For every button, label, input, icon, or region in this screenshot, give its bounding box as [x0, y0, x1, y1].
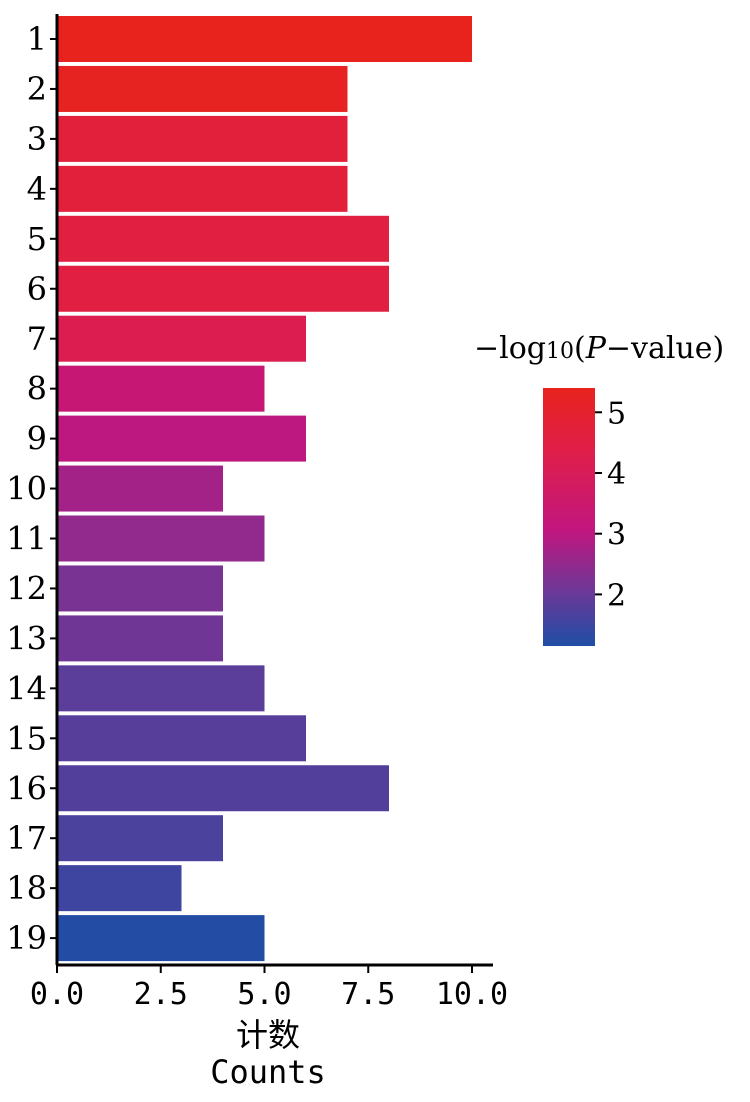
- bar-12: [57, 565, 223, 612]
- bar-15: [57, 715, 306, 762]
- y-tick-label: 12: [6, 569, 47, 607]
- y-tick-label: 11: [6, 520, 47, 558]
- y-tick-label: 2: [27, 70, 47, 108]
- bar-11: [57, 515, 265, 562]
- colorbar-tick-label: 4: [607, 457, 626, 492]
- bar-8: [57, 365, 265, 412]
- legend-title-sub: 10: [546, 339, 574, 364]
- legend-title: −log10(P−value): [474, 331, 724, 366]
- legend-title-p: P: [585, 331, 607, 366]
- x-axis-ticks: 0.0 2.5 5.0 7.5 10.0: [30, 965, 508, 1012]
- bar-19: [57, 915, 265, 962]
- y-tick-label: 4: [27, 170, 47, 208]
- y-tick-label: 16: [6, 769, 47, 807]
- legend-title-suffix: −value): [606, 331, 724, 366]
- y-tick-label: 10: [6, 470, 47, 508]
- colorbar-tick-label: 2: [607, 578, 626, 613]
- bar-16: [57, 765, 389, 812]
- x-axis-title-cn: 计数: [236, 1016, 300, 1054]
- x-tick-label: 10.0: [436, 977, 508, 1012]
- y-tick-label: 3: [27, 120, 47, 158]
- colorbar-tick-label: 5: [607, 396, 626, 431]
- y-tick-label: 19: [6, 919, 47, 957]
- bar-10: [57, 465, 223, 512]
- bar-9: [57, 415, 306, 462]
- y-tick-label: 8: [27, 370, 47, 408]
- bar-1: [57, 16, 472, 62]
- y-tick-label: 18: [6, 869, 47, 907]
- legend-title-open: (: [574, 331, 586, 366]
- x-axis-title: Counts: [210, 1053, 326, 1091]
- bar-5: [57, 215, 389, 262]
- y-tick-label: 14: [6, 669, 47, 707]
- y-tick-label: 17: [6, 819, 47, 857]
- colorbar: [543, 388, 595, 646]
- x-tick-label: 0.0: [30, 977, 84, 1012]
- colorbar-ticks: 5 4 3 2: [595, 396, 626, 613]
- x-tick-label: 7.5: [341, 977, 395, 1012]
- bar-7: [57, 315, 306, 362]
- bar-14: [57, 665, 265, 712]
- y-tick-label: 1: [27, 20, 47, 58]
- colorbar-tick-label: 3: [607, 518, 626, 553]
- bar-6: [57, 265, 389, 312]
- bar-17: [57, 815, 223, 862]
- y-tick-label: 15: [6, 719, 47, 757]
- bar-4: [57, 165, 348, 212]
- x-tick-label: 2.5: [134, 977, 188, 1012]
- y-tick-label: 7: [27, 320, 47, 358]
- bar-3: [57, 115, 348, 162]
- x-tick-label: 5.0: [237, 977, 291, 1012]
- bar-13: [57, 615, 223, 662]
- legend-title-prefix: −log: [474, 331, 546, 366]
- y-tick-label: 5: [27, 220, 47, 258]
- y-tick-label: 13: [6, 619, 47, 657]
- y-tick-label: 6: [27, 270, 47, 308]
- bars-group: [57, 16, 472, 962]
- bar-18: [57, 865, 182, 912]
- y-tick-label: 9: [27, 420, 47, 458]
- bar-2: [57, 65, 348, 112]
